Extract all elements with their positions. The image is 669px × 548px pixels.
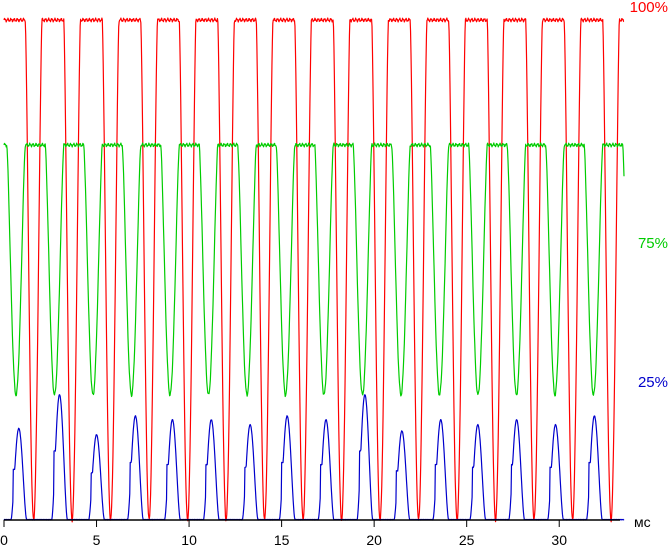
x-tick-label: 0 [0,532,8,548]
traces-layer [3,17,625,523]
x-axis-label: мс [634,514,651,530]
x-tick-label: 10 [181,532,197,548]
legend-layer: 100% 75% 25% [630,0,668,391]
series-line-100pct [3,17,625,523]
series-label: 100% [630,0,668,16]
series-label: 75% [638,235,668,252]
series-line-75pct [3,142,625,398]
x-tick-label: 25 [459,532,475,548]
x-tick-label: 20 [366,532,382,548]
ticks-layer: 0 5 10 15 20 25 30 [0,520,567,548]
x-tick-label: 30 [551,532,567,548]
series-label: 25% [638,374,668,391]
x-tick-label: 15 [274,532,290,548]
x-tick-label: 5 [93,532,101,548]
